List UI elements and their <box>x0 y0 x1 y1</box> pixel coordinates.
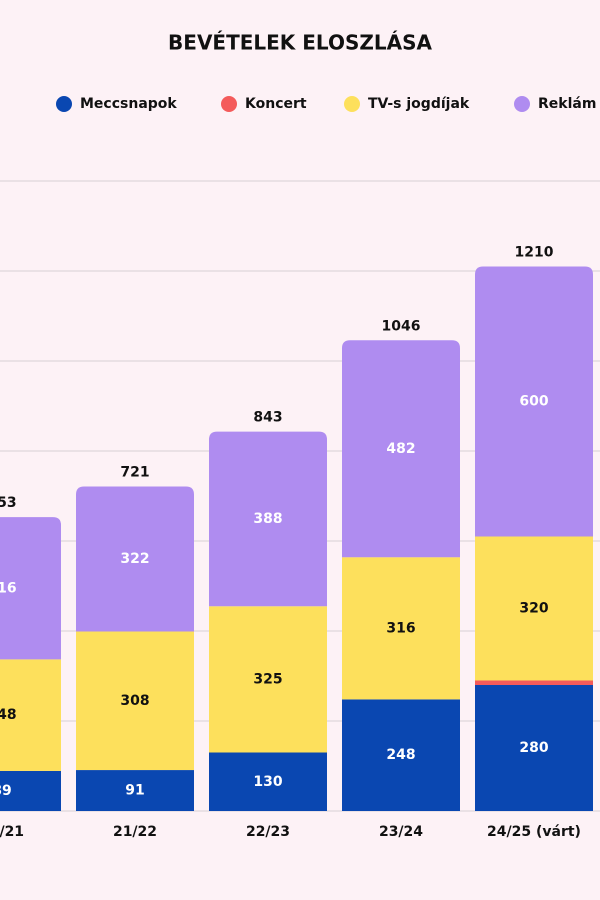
bar-segment <box>342 557 460 700</box>
bar-segment <box>0 770 61 811</box>
legend-label: Koncert <box>245 96 307 112</box>
legend-label: TV-s jogdíjak <box>368 96 470 112</box>
total-label: 1046 <box>382 318 421 334</box>
bar-segment <box>475 685 593 811</box>
x-tick-label: 21/22 <box>113 824 157 840</box>
total-label: 843 <box>253 410 282 426</box>
value-label: 89 <box>0 783 12 799</box>
value-label: 388 <box>253 511 282 527</box>
bar-segment <box>475 680 593 685</box>
bar-segment <box>76 486 194 632</box>
bar-segment <box>475 536 593 681</box>
legend-label: Meccsnapok <box>80 96 177 112</box>
value-label: 248 <box>0 707 17 723</box>
bar-segment <box>76 770 194 811</box>
legend-marker <box>344 96 360 112</box>
value-label: 600 <box>519 394 548 410</box>
bar-segment <box>209 431 327 607</box>
legend-label: Reklám <box>538 96 596 112</box>
total-label: 721 <box>120 465 149 481</box>
value-label: 316 <box>0 580 17 596</box>
value-label: 316 <box>386 620 415 636</box>
x-tick-label: 24/25 (várt) <box>487 824 581 840</box>
legend-marker <box>56 96 72 112</box>
legend-marker <box>221 96 237 112</box>
value-label: 320 <box>519 601 548 617</box>
bar-segment <box>342 340 460 558</box>
bar-segment <box>209 752 327 811</box>
value-label: 280 <box>519 740 548 756</box>
value-label: 482 <box>386 441 415 457</box>
bar-segment <box>76 631 194 771</box>
total-label: 653 <box>0 495 17 511</box>
bar-segment <box>475 266 593 537</box>
bar-segment <box>342 699 460 811</box>
x-tick-label: 22/23 <box>246 824 290 840</box>
bar-segment <box>209 606 327 753</box>
value-label: 322 <box>120 551 149 567</box>
legend-marker <box>514 96 530 112</box>
bar-segment <box>0 659 61 771</box>
x-tick-label: 20/21 <box>0 824 24 840</box>
value-label: 130 <box>253 774 282 790</box>
value-label: 91 <box>125 783 144 799</box>
chart-title: BEVÉTELEK ELOSZLÁSA <box>168 31 432 55</box>
value-label: 325 <box>253 671 282 687</box>
value-label: 248 <box>386 747 415 763</box>
value-label: 308 <box>120 693 149 709</box>
x-tick-label: 23/24 <box>379 824 423 840</box>
bar-segment <box>0 517 61 660</box>
total-label: 1210 <box>515 245 554 261</box>
